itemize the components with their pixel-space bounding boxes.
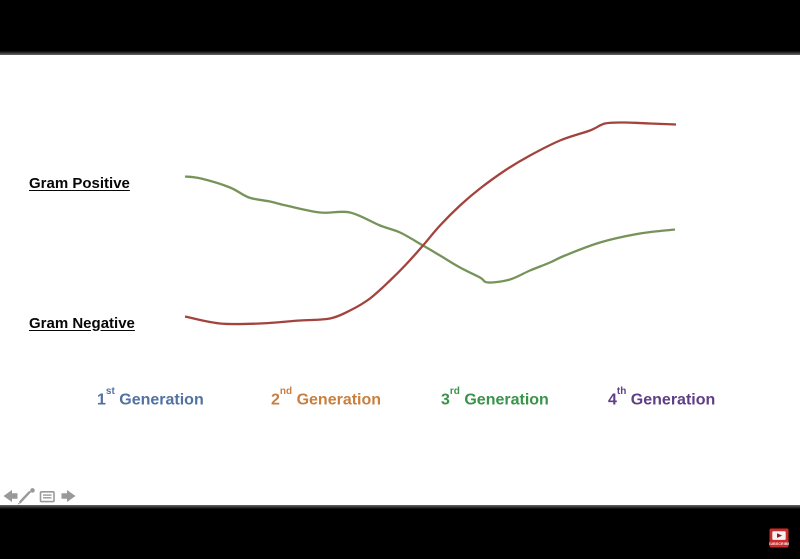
svg-text:SUBSCRIBE: SUBSCRIBE: [769, 542, 789, 546]
